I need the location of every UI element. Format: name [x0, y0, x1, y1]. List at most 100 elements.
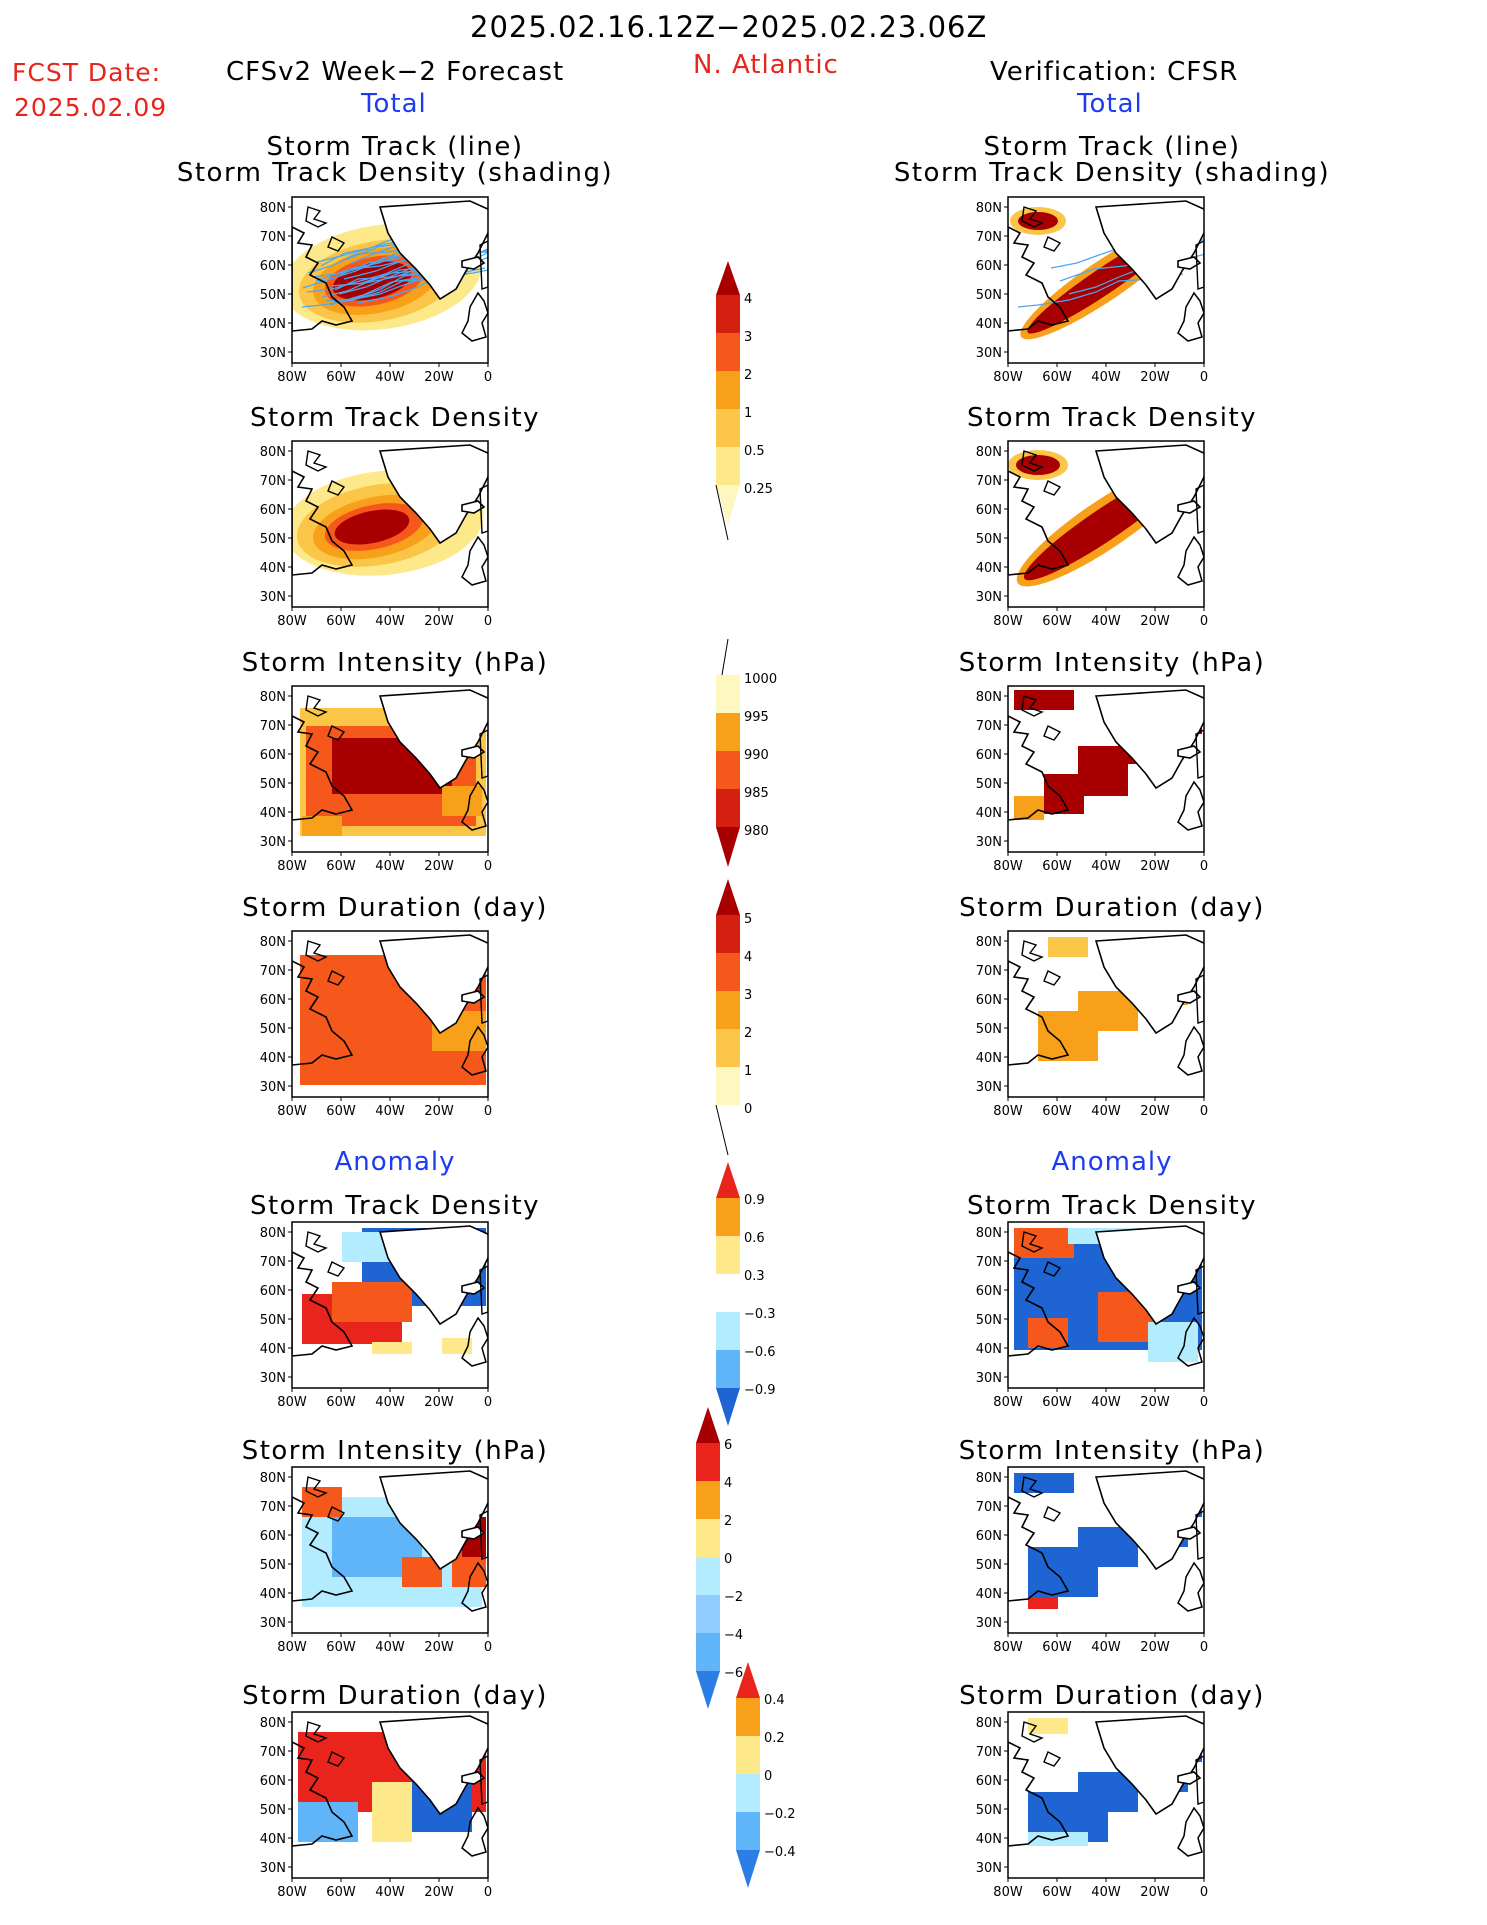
- cb-anom-duration-tick: −0.4: [764, 1845, 796, 1860]
- lat-tick-label: 60N: [976, 993, 1002, 1008]
- lat-tick-label: 50N: [260, 288, 286, 303]
- left-track-title-1: Storm Track (line): [266, 132, 524, 162]
- lat-tick-label: 80N: [976, 1471, 1002, 1486]
- colorbar-anom-duration: 0.4 0.2 0 −0.2 −0.4: [736, 1662, 796, 1888]
- lat-tick-label: 60N: [976, 748, 1002, 763]
- cb-intensity-tick: 985: [744, 786, 769, 801]
- left-anom-density-map: 80N 70N 60N 50N 40N 30N 80W 60W 40W 20W 0: [260, 1221, 492, 1410]
- cb-anom-intensity-tick: 0: [724, 1552, 732, 1567]
- fcst-date-label: FCST Date:: [12, 58, 162, 87]
- colorbar-intensity: 1000 995 990 985 980: [716, 638, 777, 867]
- lat-tick-label: 40N: [260, 1051, 286, 1066]
- lat-tick-label: 80N: [976, 690, 1002, 705]
- lat-tick-label: 70N: [260, 230, 286, 245]
- cb-anom-intensity-tick: 4: [724, 1476, 732, 1491]
- right-duration-map: 80N 70N 60N 50N 40N 30N 80W 60W 40W 20W 0: [976, 930, 1208, 1119]
- lon-tick-label: 20W: [1140, 1640, 1170, 1655]
- lon-tick-label: 0: [1200, 1395, 1208, 1410]
- right-anom-duration-map: 80N 70N 60N 50N 40N 30N 80W 60W 40W 20W 0: [976, 1711, 1208, 1900]
- lon-tick-label: 20W: [424, 1104, 454, 1119]
- left-density-title: Storm Track Density: [249, 403, 541, 433]
- cb-intensity-tick: 980: [744, 824, 769, 839]
- colorbar-density: 4 3 2 1 0.5 0.25: [715, 261, 773, 541]
- lat-tick-label: 30N: [976, 1861, 1002, 1876]
- lon-tick-label: 80W: [993, 1885, 1023, 1900]
- lat-tick-label: 50N: [976, 1313, 1002, 1328]
- lat-tick-label: 60N: [260, 1284, 286, 1299]
- lat-tick-label: 30N: [260, 590, 286, 605]
- cb-density-tick: 0.5: [744, 444, 765, 459]
- lat-tick-label: 40N: [976, 1587, 1002, 1602]
- lat-tick-label: 80N: [260, 1471, 286, 1486]
- lat-tick-label: 30N: [976, 1616, 1002, 1631]
- lon-tick-label: 20W: [1140, 1395, 1170, 1410]
- lon-tick-label: 20W: [424, 1395, 454, 1410]
- lon-tick-label: 20W: [1140, 370, 1170, 385]
- cb-anom-density-tick: −0.3: [744, 1307, 776, 1322]
- lon-tick-label: 60W: [1042, 370, 1072, 385]
- right-anom-density-map: 80N 70N 60N 50N 40N 30N 80W 60W 40W 20W 0: [976, 1221, 1208, 1410]
- lat-tick-label: 50N: [976, 532, 1002, 547]
- lat-tick-label: 30N: [260, 1080, 286, 1095]
- lon-tick-label: 60W: [326, 1640, 356, 1655]
- colorbar-anom-density: 0.9 0.6 0.3 −0.3 −0.6 −0.9: [716, 1162, 776, 1426]
- lon-tick-label: 80W: [277, 1104, 307, 1119]
- lon-tick-label: 40W: [375, 1395, 405, 1410]
- lon-tick-label: 40W: [1091, 1104, 1121, 1119]
- lon-tick-label: 20W: [424, 614, 454, 629]
- lon-tick-label: 40W: [375, 614, 405, 629]
- lon-tick-label: 60W: [326, 1395, 356, 1410]
- lon-tick-label: 80W: [277, 1395, 307, 1410]
- lon-tick-label: 40W: [375, 1640, 405, 1655]
- lon-tick-label: 0: [484, 1395, 492, 1410]
- lon-tick-label: 0: [1200, 859, 1208, 874]
- right-anom-density-title: Storm Track Density: [966, 1191, 1258, 1221]
- lon-tick-label: 40W: [1091, 1640, 1121, 1655]
- lon-tick-label: 40W: [375, 370, 405, 385]
- lon-tick-label: 80W: [277, 614, 307, 629]
- lat-tick-label: 70N: [260, 1745, 286, 1760]
- lat-tick-label: 30N: [260, 1371, 286, 1386]
- cb-anom-duration-tick: 0.4: [764, 1693, 785, 1708]
- cb-density-tick: 1: [744, 406, 752, 421]
- lat-tick-label: 50N: [976, 1022, 1002, 1037]
- lat-tick-label: 50N: [260, 1022, 286, 1037]
- lon-tick-label: 60W: [1042, 859, 1072, 874]
- lon-tick-label: 20W: [1140, 1104, 1170, 1119]
- lon-tick-label: 60W: [1042, 1885, 1072, 1900]
- period-title: 2025.02.16.12Z−2025.02.23.06Z: [470, 10, 988, 44]
- lat-tick-label: 70N: [260, 1255, 286, 1270]
- lon-tick-label: 80W: [993, 1395, 1023, 1410]
- lon-tick-label: 80W: [277, 859, 307, 874]
- left-anom-duration-title: Storm Duration (day): [242, 1681, 548, 1711]
- lat-tick-label: 40N: [976, 561, 1002, 576]
- lon-tick-label: 60W: [1042, 1640, 1072, 1655]
- cb-duration-tick: 3: [744, 988, 752, 1003]
- lon-tick-label: 60W: [326, 859, 356, 874]
- lon-tick-label: 20W: [1140, 859, 1170, 874]
- lat-tick-label: 30N: [260, 1616, 286, 1631]
- lat-tick-label: 70N: [976, 964, 1002, 979]
- lat-tick-label: 80N: [976, 935, 1002, 950]
- lat-tick-label: 60N: [976, 1774, 1002, 1789]
- cb-duration-tick: 0: [744, 1102, 752, 1117]
- lat-tick-label: 50N: [976, 288, 1002, 303]
- lat-tick-label: 60N: [260, 1774, 286, 1789]
- lon-tick-label: 0: [484, 859, 492, 874]
- right-total-label: Total: [1077, 89, 1143, 119]
- lon-tick-label: 60W: [326, 1104, 356, 1119]
- lon-tick-label: 60W: [326, 370, 356, 385]
- lat-tick-label: 60N: [260, 503, 286, 518]
- cb-intensity-tick: 995: [744, 710, 769, 725]
- lat-tick-label: 30N: [976, 1080, 1002, 1095]
- cb-density-tick: 0.25: [744, 482, 773, 497]
- lon-tick-label: 40W: [375, 1885, 405, 1900]
- lat-tick-label: 50N: [260, 1558, 286, 1573]
- lat-tick-label: 50N: [976, 777, 1002, 792]
- fcst-date-value: 2025.02.09: [14, 93, 168, 122]
- lon-tick-label: 0: [1200, 1885, 1208, 1900]
- cb-anom-density-tick: 0.3: [744, 1269, 765, 1284]
- lat-tick-label: 60N: [260, 993, 286, 1008]
- cb-duration-tick: 1: [744, 1064, 752, 1079]
